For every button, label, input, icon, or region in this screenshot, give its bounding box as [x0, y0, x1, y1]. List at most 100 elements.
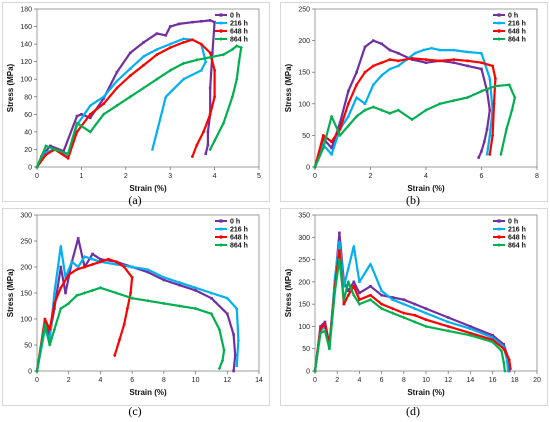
data-point — [59, 265, 63, 269]
data-point — [491, 338, 494, 342]
chart-svg-a: 0 1 2 3 4 5 0 20 40 60 80 100 120 140 160 180 Strain (%)… — [6, 7, 261, 194]
data-point — [99, 257, 102, 261]
y-tick-label: 300 — [20, 213, 32, 220]
data-point — [380, 293, 383, 297]
data-point — [421, 48, 425, 52]
data-point — [479, 51, 484, 55]
data-point — [446, 320, 450, 324]
y-tick-label: 100 — [20, 317, 32, 324]
data-point — [363, 70, 367, 74]
data-point — [507, 83, 511, 87]
data-point — [402, 302, 406, 306]
data-point — [330, 140, 334, 144]
data-point — [424, 307, 428, 310]
data-point — [438, 48, 442, 52]
y-tick-label: 250 — [298, 7, 310, 14]
chart-panel-d: 0 2 4 6 8 10 12 14 16 18 20 0 50 100 150 200 250 300 350 St… — [280, 208, 548, 406]
data-point — [413, 313, 417, 317]
data-point — [388, 48, 392, 52]
data-point — [488, 76, 492, 80]
y-tick-label: 150 — [298, 302, 310, 309]
data-point — [114, 260, 118, 264]
data-point — [168, 46, 172, 50]
data-point — [99, 260, 102, 264]
data-point — [480, 149, 483, 153]
data-point — [213, 69, 217, 72]
data-point — [75, 268, 79, 271]
data-point — [49, 144, 52, 148]
data-point — [330, 146, 333, 150]
data-point — [488, 108, 492, 112]
x-tick-label: 4 — [357, 377, 361, 384]
data-point — [91, 252, 94, 256]
data-point — [162, 301, 166, 306]
legend-marker — [497, 29, 501, 33]
data-point — [371, 83, 375, 87]
data-point — [352, 280, 356, 284]
data-point — [164, 34, 168, 37]
data-point — [82, 291, 87, 295]
data-point — [191, 38, 194, 42]
data-point — [347, 89, 350, 93]
data-point — [52, 291, 57, 295]
data-point — [338, 249, 341, 253]
y-axis-title: Stress (MPa) — [284, 63, 293, 112]
x-tick-label: 2 — [335, 377, 339, 384]
data-point — [213, 138, 217, 143]
data-point — [452, 98, 456, 103]
legend-marker — [497, 219, 501, 223]
legend-marker — [497, 235, 501, 239]
y-tick-label: 300 — [298, 235, 310, 242]
data-point — [48, 328, 52, 331]
caption-b: (b) — [406, 193, 420, 207]
legend-label: 216 h — [230, 227, 248, 234]
caption-a: (a) — [128, 193, 142, 207]
y-tick-label: 100 — [20, 77, 32, 84]
x-axis-title: Strain (%) — [129, 184, 167, 193]
data-point — [355, 83, 359, 87]
data-point — [388, 58, 392, 61]
x-axis-title: Strain (%) — [407, 388, 445, 397]
data-point — [391, 307, 395, 310]
data-point — [206, 143, 210, 147]
x-tick-label: 10 — [422, 377, 430, 384]
data-point — [67, 273, 71, 277]
data-point — [142, 41, 145, 44]
plot-area — [36, 8, 260, 168]
data-point — [181, 77, 186, 81]
data-point — [222, 348, 226, 352]
data-point — [118, 338, 121, 342]
x-tick-label: 6 — [380, 377, 384, 384]
data-point — [206, 130, 210, 134]
data-point — [75, 114, 79, 118]
legend-marker — [219, 227, 223, 231]
legend-marker — [497, 227, 501, 231]
data-point — [355, 114, 359, 119]
x-tick-label: 16 — [489, 377, 497, 384]
data-point — [508, 367, 512, 371]
data-point — [182, 40, 185, 44]
data-point — [438, 102, 442, 106]
data-point — [235, 364, 239, 367]
data-point — [391, 296, 394, 299]
y-tick-label: 200 — [298, 38, 310, 45]
legend-marker — [219, 13, 223, 17]
data-point — [346, 102, 350, 106]
x-axis-title: Strain (%) — [407, 184, 445, 193]
data-point — [130, 265, 134, 269]
data-point — [168, 42, 172, 46]
data-point — [492, 102, 496, 106]
data-point — [413, 306, 417, 310]
y-tick-label: 80 — [24, 94, 32, 101]
y-tick-label: 250 — [298, 257, 310, 264]
series-line-648h — [35, 258, 134, 373]
data-point — [438, 59, 442, 63]
data-point — [194, 289, 197, 292]
data-point — [358, 291, 361, 295]
x-tick-label: 8 — [162, 377, 166, 384]
legend-label: 216 h — [508, 227, 526, 234]
data-point — [125, 307, 129, 310]
data-point — [178, 304, 182, 308]
data-point — [102, 97, 105, 100]
data-point — [232, 369, 235, 373]
